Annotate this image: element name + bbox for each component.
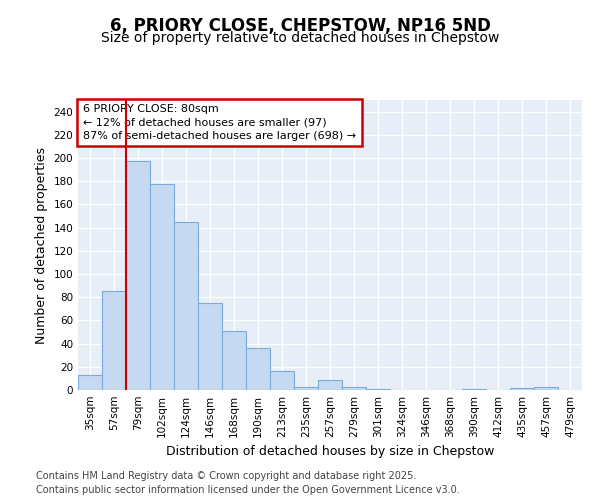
Bar — [342, 386, 366, 390]
Text: Contains HM Land Registry data © Crown copyright and database right 2025.
Contai: Contains HM Land Registry data © Crown c… — [36, 471, 460, 495]
Bar — [294, 386, 318, 390]
Bar — [126, 162, 150, 390]
Y-axis label: Number of detached properties: Number of detached properties — [35, 146, 48, 344]
Bar — [318, 380, 342, 390]
Bar — [174, 222, 198, 390]
X-axis label: Distribution of detached houses by size in Chepstow: Distribution of detached houses by size … — [166, 446, 494, 458]
Text: 6, PRIORY CLOSE, CHEPSTOW, NP16 5ND: 6, PRIORY CLOSE, CHEPSTOW, NP16 5ND — [110, 18, 490, 36]
Bar — [150, 184, 174, 390]
Bar — [366, 389, 390, 390]
Bar — [102, 292, 126, 390]
Bar — [534, 386, 558, 390]
Bar — [198, 303, 222, 390]
Text: Size of property relative to detached houses in Chepstow: Size of property relative to detached ho… — [101, 31, 499, 45]
Bar — [222, 331, 246, 390]
Text: 6 PRIORY CLOSE: 80sqm
← 12% of detached houses are smaller (97)
87% of semi-deta: 6 PRIORY CLOSE: 80sqm ← 12% of detached … — [83, 104, 356, 141]
Bar — [510, 388, 534, 390]
Bar — [246, 348, 270, 390]
Bar — [78, 375, 102, 390]
Bar — [462, 389, 486, 390]
Bar — [270, 372, 294, 390]
